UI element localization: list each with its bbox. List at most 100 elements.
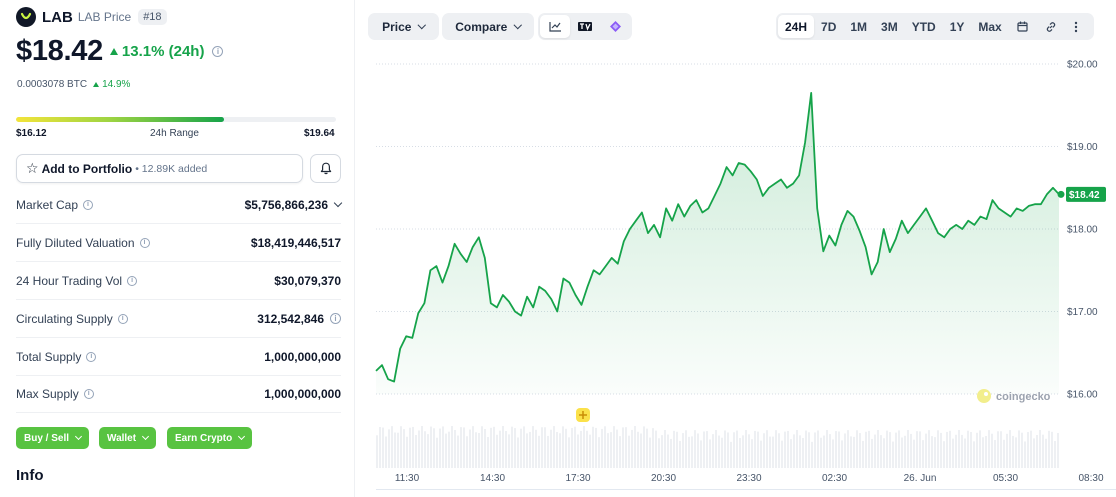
volume-bar — [934, 437, 936, 468]
info-section-title: Info — [16, 467, 44, 484]
volume-bar — [688, 436, 690, 468]
compare-dropdown[interactable]: Compare — [442, 13, 534, 40]
up-arrow-icon — [109, 48, 118, 55]
info-icon[interactable]: i — [86, 351, 97, 362]
volume-bar — [535, 429, 537, 468]
line-chart-button[interactable] — [540, 15, 570, 38]
volume-bar — [397, 432, 399, 468]
earn-crypto-button[interactable]: Earn Crypto — [167, 427, 253, 449]
volume-bar — [559, 433, 561, 468]
coin-header: LAB LAB Price #18 — [16, 7, 167, 27]
volume-bar — [427, 434, 429, 468]
tradingview-button[interactable] — [570, 15, 600, 38]
volume-bar — [676, 431, 678, 468]
stat-row-market-cap[interactable]: Market Cap i $5,756,866,236 — [16, 186, 343, 224]
volume-bar — [625, 427, 627, 468]
range-ytd[interactable]: YTD — [911, 19, 936, 34]
x-tick-label: 02:30 — [822, 473, 847, 484]
chevron-down-icon[interactable] — [333, 198, 343, 207]
volume-bar — [394, 432, 396, 468]
range-1y[interactable]: 1Y — [949, 19, 965, 34]
range-1m[interactable]: 1M — [850, 19, 868, 34]
volume-bar — [589, 434, 591, 468]
line-chart-icon — [548, 22, 561, 32]
chevron-down-icon — [74, 432, 83, 440]
range-max[interactable]: Max — [978, 19, 1002, 34]
x-tick-label: 05:30 — [993, 473, 1018, 484]
volume-bar — [574, 426, 576, 468]
volume-bar — [406, 436, 408, 468]
price-dropdown[interactable]: Price — [368, 13, 439, 40]
volume-bar — [952, 438, 954, 468]
candlestick-button[interactable] — [600, 15, 630, 38]
coin-name: LAB Price — [77, 10, 132, 24]
info-icon[interactable]: i — [139, 237, 150, 248]
volume-bar — [991, 433, 993, 468]
volume-bar — [730, 441, 732, 468]
range-7d[interactable]: 7D — [821, 19, 837, 34]
buy-sell-button[interactable]: Buy / Sell — [16, 427, 90, 449]
add-to-portfolio-button[interactable]: ☆ Add to Portfolio • 12.89K added — [16, 154, 303, 183]
volume-bar — [454, 430, 456, 468]
volume-bar — [829, 434, 831, 468]
info-icon[interactable]: i — [330, 313, 341, 324]
volume-bar — [733, 432, 735, 468]
volume-bar — [964, 438, 966, 468]
range-24h[interactable]: 24H — [778, 15, 815, 38]
calendar-button[interactable] — [1009, 15, 1037, 38]
volume-bar — [475, 432, 477, 468]
volume-bar — [811, 441, 813, 468]
volume-bar — [451, 426, 453, 468]
y-tick-label: $19.00 — [1067, 142, 1098, 153]
info-icon[interactable]: i — [83, 199, 94, 210]
volume-bar — [385, 436, 387, 468]
x-tick-label: 11:30 — [395, 473, 420, 484]
volume-bar — [1051, 431, 1053, 468]
stat-row-circulating-supply: Circulating Supply i 312,542,846 i — [16, 300, 341, 338]
volume-bar — [466, 436, 468, 468]
current-price: $18.42 — [16, 35, 103, 67]
plus-icon — [579, 411, 587, 419]
info-icon[interactable]: i — [117, 313, 128, 324]
range-3m[interactable]: 3M — [881, 19, 898, 34]
info-icon[interactable]: i — [83, 388, 94, 399]
price-row: $18.42 13.1% (24h) i — [16, 35, 224, 68]
share-link-button[interactable] — [1037, 15, 1065, 38]
more-options-button[interactable] — [1065, 15, 1087, 38]
volume-bar — [493, 426, 495, 468]
chart-navigator[interactable] — [376, 489, 1116, 497]
volume-bar — [718, 435, 720, 468]
wallet-button[interactable]: Wallet — [99, 427, 157, 449]
volume-bar — [652, 428, 654, 468]
stat-row-fdv: Fully Diluted Valuation i $18,419,446,517 — [16, 224, 341, 262]
current-price-label: $18.42 — [1069, 190, 1100, 201]
volume-bar — [565, 428, 567, 468]
stat-label: Fully Diluted Valuation i — [16, 236, 150, 250]
volume-bar — [403, 429, 405, 468]
volume-bar — [814, 432, 816, 468]
volume-bar — [553, 426, 555, 468]
volume-bar — [376, 435, 378, 468]
volume-bar — [586, 430, 588, 468]
volume-bar — [460, 427, 462, 468]
volume-bar — [547, 435, 549, 468]
volume-bar — [922, 440, 924, 468]
volume-bars — [376, 426, 1059, 468]
volume-bar — [805, 430, 807, 468]
volume-bar — [508, 434, 510, 468]
volume-bar — [487, 437, 489, 468]
volume-bar — [877, 430, 879, 468]
volume-bar — [664, 430, 666, 468]
info-icon[interactable]: i — [127, 275, 138, 286]
volume-bar — [463, 427, 465, 468]
event-marker[interactable] — [576, 408, 590, 422]
volume-bar — [607, 433, 609, 468]
volume-bar — [826, 430, 828, 468]
volume-bar — [679, 440, 681, 468]
x-tick-label: 20:30 — [651, 473, 676, 484]
price-alert-button[interactable] — [310, 154, 341, 183]
info-icon[interactable]: i — [212, 46, 224, 57]
volume-bar — [820, 437, 822, 468]
volume-bar — [751, 439, 753, 468]
price-chart[interactable]: $20.00 $19.00 $18.00 $17.00 $16.00 11:30 14:3… — [355, 0, 1116, 497]
